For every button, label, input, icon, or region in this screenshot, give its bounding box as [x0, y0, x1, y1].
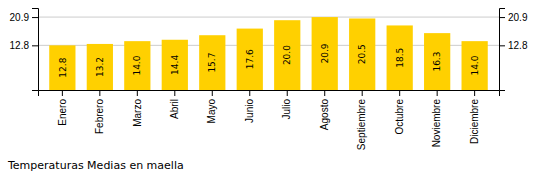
tick-label: 20.9: [10, 12, 30, 23]
tick: 20.9: [499, 12, 528, 23]
tick-mark: [99, 90, 100, 96]
tick: Marzo: [132, 90, 143, 127]
tick-label: Diciembre: [469, 99, 480, 144]
y2-axis: 12.8 20.9: [499, 9, 528, 91]
bars: [49, 17, 488, 90]
tick: Enero: [57, 90, 68, 126]
title: Temperaturas Medias en maella: [7, 159, 184, 172]
axis-domain: [32, 9, 39, 91]
tick: Abril: [169, 90, 180, 119]
tick: Febrero: [94, 90, 105, 134]
data-label: 14.0: [470, 55, 480, 75]
tick: Julio: [281, 90, 292, 120]
tick-mark: [499, 17, 505, 18]
bar: [199, 35, 225, 90]
data-labels: 12.8 13.2 14.0 14.4 15.7 17.6 20.0 20.9 20.5 18.5…: [58, 43, 480, 77]
tick: Mayo: [206, 90, 217, 123]
tick-label: Abril: [169, 99, 180, 119]
data-label: 20.5: [357, 44, 367, 64]
bar: [349, 18, 375, 90]
data-label: 17.6: [245, 49, 255, 69]
tick-mark: [62, 90, 63, 96]
tick-label: Noviembre: [431, 99, 442, 148]
data-label: 14.4: [170, 55, 180, 75]
tick-mark: [437, 90, 438, 96]
bar: [124, 41, 150, 90]
chart: Enero Febrero Marzo Abril Mayo Junio Julio Agos…: [0, 0, 537, 174]
bar: [87, 44, 113, 90]
tick-label: Agosto: [319, 99, 330, 131]
data-label: 20.0: [282, 45, 292, 65]
y-axis: 12.8 20.9: [10, 9, 39, 91]
bar: [424, 33, 450, 90]
tick-mark: [212, 90, 213, 96]
tick-label: Febrero: [94, 99, 105, 134]
x-axis: Enero Febrero Marzo Abril Mayo Junio Julio Agos…: [39, 90, 500, 150]
tick-label: Enero: [57, 99, 68, 126]
bar: [162, 40, 188, 90]
data-label: 14.0: [132, 55, 142, 75]
grid-line: [38, 17, 499, 18]
tick-label: Septiembre: [356, 99, 367, 151]
bar: [387, 25, 413, 90]
bar: [237, 29, 263, 90]
bar: [462, 41, 488, 90]
tick-label: 12.8: [10, 40, 30, 51]
axis-domain: [39, 91, 500, 97]
tick-mark: [32, 17, 38, 18]
plot: Enero Febrero Marzo Abril Mayo Junio Julio Agos…: [10, 9, 528, 151]
tick: 12.8: [10, 40, 38, 51]
tick: Junio: [244, 90, 255, 123]
bar: [274, 20, 300, 90]
tick: Noviembre: [431, 90, 442, 147]
data-label: 20.9: [320, 43, 330, 63]
tick: Septiembre: [356, 90, 367, 150]
tick-label: 20.9: [508, 12, 528, 23]
tick-mark: [137, 90, 138, 96]
tick-mark: [174, 90, 175, 96]
tick-label: Marzo: [132, 99, 143, 127]
tick-mark: [32, 45, 38, 46]
axis-domain: [500, 9, 506, 91]
tick: 20.9: [10, 12, 38, 23]
tick-label: Mayo: [206, 99, 217, 124]
data-label: 12.8: [58, 57, 68, 77]
data-label: 15.7: [207, 53, 217, 73]
tick-label: Octubre: [394, 99, 405, 135]
tick-mark: [362, 90, 363, 96]
tick-mark: [474, 90, 475, 96]
tick: Diciembre: [469, 90, 480, 144]
tick-mark: [499, 45, 505, 46]
tick: 12.8: [499, 40, 528, 51]
data-label: 16.3: [432, 52, 442, 72]
bar: [49, 45, 75, 90]
tick: Octubre: [394, 90, 405, 135]
data-label: 13.2: [95, 57, 105, 77]
tick-label: Julio: [281, 99, 292, 120]
tick-mark: [324, 90, 325, 96]
data-label: 18.5: [395, 48, 405, 68]
bar: [312, 17, 338, 90]
tick-label: 12.8: [508, 40, 528, 51]
tick: Agosto: [319, 90, 330, 130]
tick-mark: [287, 90, 288, 96]
tick-mark: [399, 90, 400, 96]
tick-label: Junio: [244, 99, 255, 123]
tick-mark: [249, 90, 250, 96]
